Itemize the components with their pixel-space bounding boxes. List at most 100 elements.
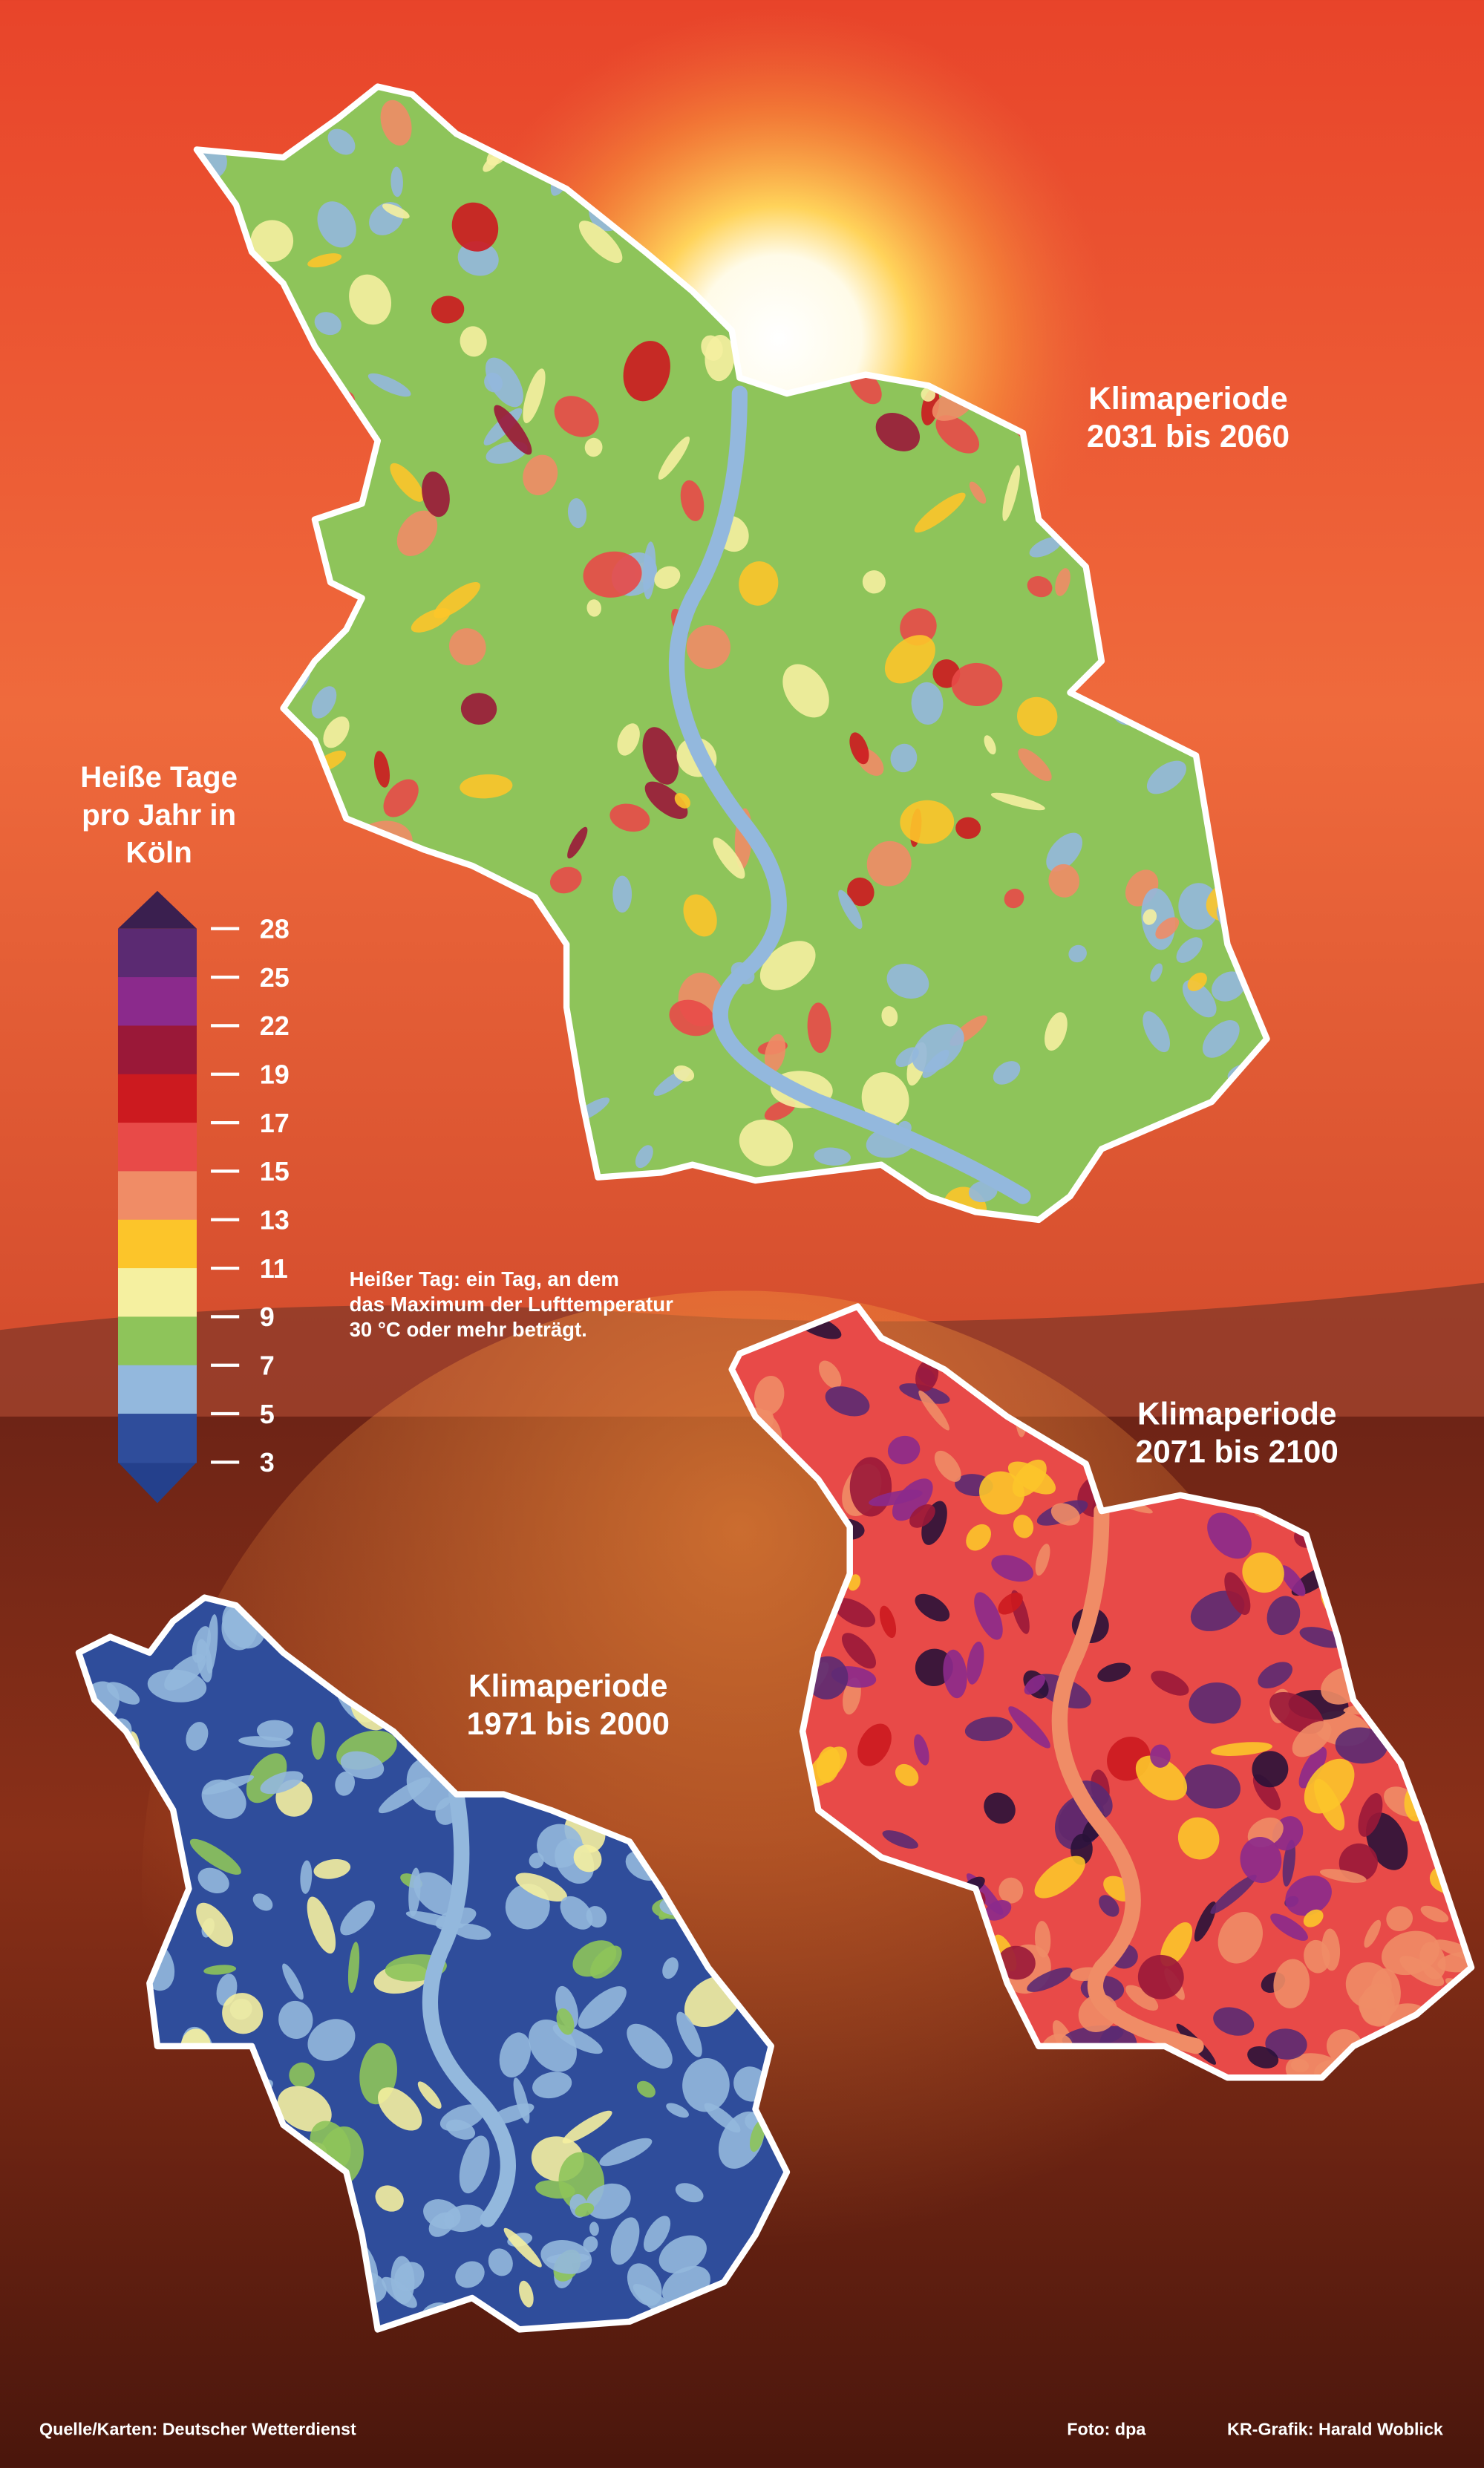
legend-band	[117, 928, 197, 979]
heat-patch	[380, 99, 412, 146]
legend: Heiße Tage pro Jahr in Köln 28 25 22 19 17 15…	[80, 760, 290, 1504]
heat-patch	[914, 492, 966, 533]
heat-patch	[250, 220, 294, 262]
heat-patch	[669, 999, 715, 1037]
heat-patch	[260, 1771, 304, 1795]
heat-patch	[1034, 1921, 1051, 1958]
legend-tick-label: 28	[260, 913, 290, 944]
legend-title: pro Jahr in	[82, 798, 236, 832]
heat-patch	[1437, 1950, 1472, 1973]
heat-patch	[453, 1923, 491, 1940]
heat-patch	[147, 1669, 207, 1703]
heat-patch	[411, 608, 451, 633]
heat-patch	[278, 2000, 313, 2040]
heat-patch	[662, 1957, 679, 1979]
heat-patch	[912, 1024, 964, 1073]
heat-patch	[886, 964, 929, 999]
heat-patch	[914, 1734, 929, 1766]
heat-patch	[578, 1986, 627, 2029]
heat-patch	[658, 436, 690, 480]
legend-band	[117, 1365, 197, 1415]
heat-patch	[1135, 1755, 1188, 1801]
heat-patch	[317, 201, 356, 248]
map-label: 2031 bis 2060	[1087, 419, 1289, 454]
heat-patch	[1280, 1565, 1306, 1596]
heat-patch	[807, 1002, 831, 1054]
heat-patch	[1027, 1967, 1073, 1992]
heat-patch	[373, 751, 390, 788]
heat-patch	[327, 128, 356, 155]
heat-patch	[1240, 1837, 1282, 1884]
heat-patch	[705, 334, 735, 382]
legend-band	[117, 1074, 197, 1124]
legend-title: Heiße Tage	[80, 760, 238, 794]
heat-patch	[340, 1900, 376, 1936]
heat-patch	[347, 1942, 360, 1994]
heat-patch	[642, 541, 656, 600]
heat-patch	[833, 1598, 876, 1628]
heat-patch	[918, 1390, 949, 1431]
heat-patch	[911, 682, 944, 725]
heat-patch	[256, 1720, 294, 1742]
heat-patch	[683, 894, 717, 937]
heat-patch	[1034, 1855, 1085, 1899]
heat-patch	[675, 2183, 704, 2203]
heat-patch	[866, 840, 912, 887]
heat-patch	[998, 1945, 1036, 1980]
heat-patch	[1211, 1742, 1272, 1756]
heat-patch	[869, 1489, 923, 1506]
heat-patch	[485, 357, 523, 408]
heat-patch	[494, 405, 532, 455]
heat-patch	[1018, 748, 1052, 782]
heat-patch	[969, 481, 987, 504]
heat-patch	[499, 2032, 531, 2077]
heat-patch	[900, 608, 937, 646]
heat-patch	[849, 732, 869, 765]
heat-patch	[459, 2135, 490, 2194]
heat-patch	[300, 1860, 313, 1894]
heat-patch	[879, 1605, 897, 1638]
legend-arrow-top	[117, 890, 197, 929]
heat-patch	[414, 1872, 460, 1916]
river	[668, 385, 1031, 1204]
legend-arrow-bottom	[117, 1462, 197, 1504]
heat-patch	[457, 241, 499, 276]
heat-patch	[460, 326, 487, 357]
heat-patch	[540, 2240, 592, 2274]
legend-tick-label: 3	[260, 1447, 275, 1478]
heat-patch	[599, 2138, 653, 2167]
heat-patch	[1304, 1758, 1355, 1814]
heat-patch	[340, 1751, 385, 1780]
heat-patch	[1359, 1983, 1395, 2026]
heat-patch	[349, 274, 392, 325]
heat-patch	[882, 1830, 918, 1849]
heat-patch	[1282, 1839, 1296, 1887]
heat-patch	[1143, 1011, 1171, 1053]
legend-band	[117, 1123, 197, 1172]
heat-patch	[895, 1047, 919, 1068]
heat-patch	[1319, 1869, 1367, 1883]
heat-patch	[825, 1386, 870, 1417]
footer-credit: KR-Grafik: Harald Woblick	[1227, 2419, 1443, 2438]
heat-patch	[1303, 1909, 1324, 1927]
heat-patch	[567, 826, 588, 859]
heat-patch	[1273, 1959, 1310, 2008]
heat-patch	[1183, 1764, 1241, 1809]
heat-patch	[818, 1360, 842, 1389]
heat-patch	[764, 1034, 786, 1073]
map-label: Klimaperiode	[1137, 1396, 1336, 1431]
heat-patch	[1045, 1012, 1068, 1051]
heat-patch	[1002, 465, 1021, 521]
heat-patch	[990, 792, 1045, 811]
heat-patch	[998, 1592, 1023, 1615]
heat-patch	[1125, 1985, 1159, 2011]
heat-patch	[890, 743, 918, 773]
heat-patch	[627, 2263, 662, 2306]
heat-patch	[1210, 1874, 1257, 1914]
heat-patch	[515, 1873, 567, 1902]
heat-patch	[1386, 1906, 1413, 1932]
heat-patch	[589, 2221, 599, 2236]
heat-patch	[1252, 1751, 1289, 1788]
heat-patch	[417, 2081, 442, 2109]
